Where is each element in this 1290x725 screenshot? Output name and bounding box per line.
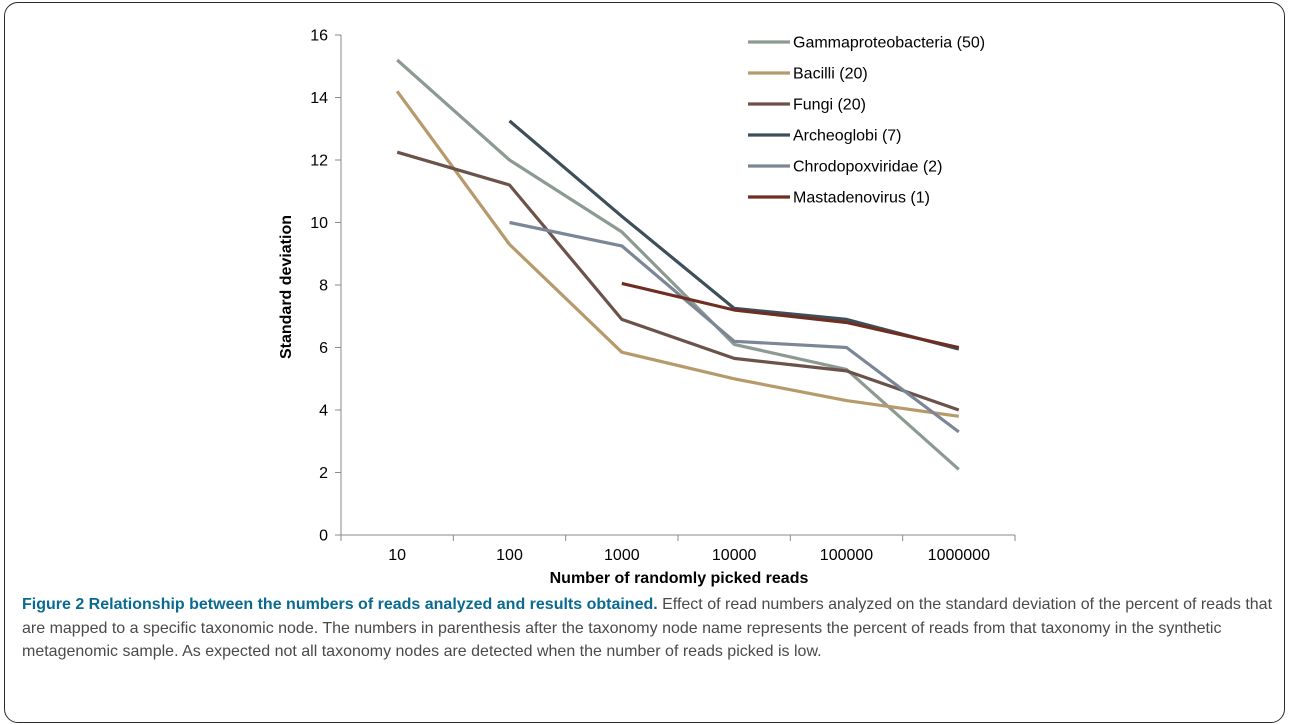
x-tick-label: 10000 — [712, 547, 757, 564]
x-tick-label: 1000000 — [928, 547, 990, 564]
legend-label: Chrodopoxviridae (2) — [793, 159, 942, 176]
x-tick-label: 100 — [496, 547, 523, 564]
y-axis-label: Standard deviation — [278, 215, 295, 359]
x-tick-label: 1000 — [604, 547, 640, 564]
figure-caption: Figure 2 Relationship between the number… — [22, 593, 1272, 664]
chart-series — [395, 58, 960, 471]
series-line-fungi — [396, 150, 960, 412]
y-tick-label: 16 — [310, 28, 328, 45]
series-line-gammaproteobacteria — [396, 58, 960, 471]
y-tick-label: 0 — [319, 528, 328, 545]
series-line-chrodopoxviridae — [509, 220, 960, 434]
legend-label: Fungi (20) — [793, 97, 866, 114]
chart-axes: 0 2 4 6 8 10 12 14 16 10 100 1000 10000 100000 1000000 — [310, 28, 1016, 564]
chart-legend: Gammaproteobacteria (50) Bacilli (20) Fung… — [748, 35, 985, 207]
y-tick-label: 4 — [319, 403, 328, 420]
caption-body: Effect of read numbers analyzed on the s… — [22, 596, 1273, 660]
series-line-mastadenovirus — [621, 281, 960, 350]
x-tick-label: 10 — [388, 547, 406, 564]
line-chart: 0 2 4 6 8 10 12 14 16 10 100 1000 10000 100000 1000000… — [278, 28, 1016, 587]
figure-frame — [4, 2, 1285, 723]
x-axis-label: Number of randomly picked reads — [550, 570, 809, 587]
legend-label: Mastadenovirus (1) — [793, 190, 930, 207]
x-tick-label: 100000 — [820, 547, 873, 564]
legend-label: Gammaproteobacteria (50) — [793, 35, 985, 52]
y-tick-label: 6 — [319, 340, 328, 357]
caption-title: Figure 2 Relationship between the number… — [22, 596, 658, 613]
y-tick-label: 14 — [310, 90, 328, 107]
legend-label: Archeoglobi (7) — [793, 128, 902, 145]
y-tick-label: 12 — [310, 153, 328, 170]
y-tick-label: 10 — [310, 215, 328, 232]
legend-label: Bacilli (20) — [793, 66, 868, 83]
y-tick-label: 8 — [319, 278, 328, 295]
series-line-bacilli — [395, 90, 960, 418]
y-tick-label: 2 — [319, 465, 328, 482]
